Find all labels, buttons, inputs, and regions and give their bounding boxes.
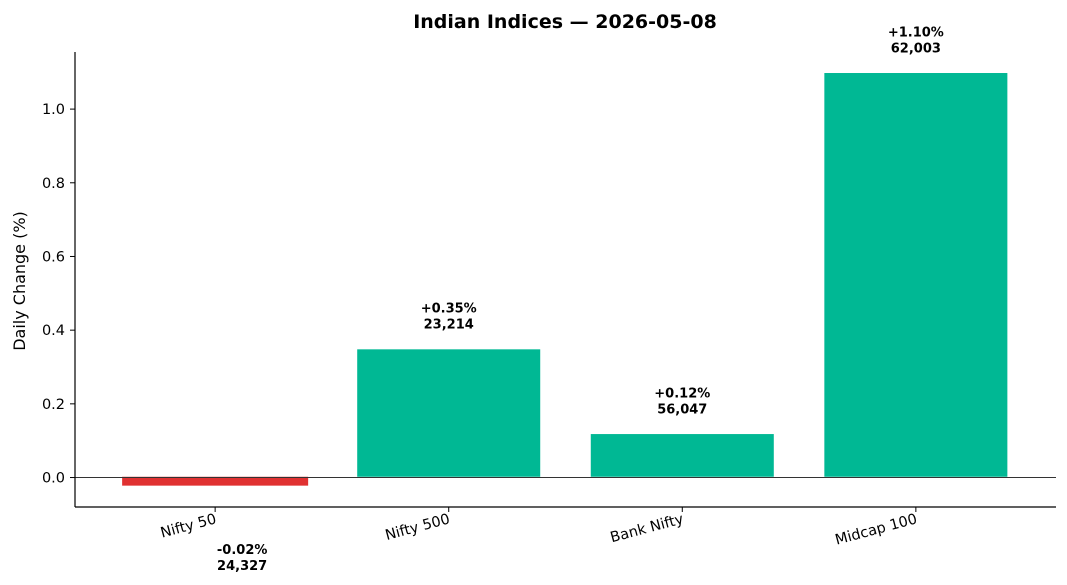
y-tick-label: 1.0 (42, 102, 65, 118)
y-axis-label: Daily Change (%) (10, 211, 29, 351)
data-label-level: 62,003 (891, 41, 941, 56)
bar-nifty-50 (122, 476, 309, 486)
data-label-level: 24,327 (217, 559, 267, 574)
data-label-change: +1.10% (888, 25, 944, 40)
y-tick-label: 0.6 (42, 249, 65, 265)
bar-nifty-500 (355, 347, 542, 479)
data-label-change: -0.02% (217, 543, 268, 558)
bar-bank-nifty (589, 432, 776, 479)
data-label-level: 56,047 (657, 402, 707, 417)
plot-area: 0.0 0.2 0.4 0.6 0.8 1.0 Nifty 50 Nifty 500 Bank … (42, 25, 1056, 574)
data-label-change: +0.35% (421, 302, 477, 317)
x-tick-label: Bank Nifty (609, 511, 686, 546)
x-tick-label: Midcap 100 (834, 511, 919, 548)
y-tick-label: 0.2 (42, 397, 65, 413)
x-tick-label: Nifty 500 (384, 511, 452, 544)
y-tick-label: 0.8 (42, 176, 65, 192)
x-tick-label: Nifty 50 (159, 511, 218, 541)
data-label-change: +0.12% (654, 386, 710, 401)
data-label-level: 23,214 (424, 318, 474, 333)
y-tick-label: 0.4 (42, 323, 65, 339)
y-tick-label: 0.0 (42, 471, 65, 487)
bar-midcap-100 (822, 71, 1009, 479)
chart-title: Indian Indices — 2026-05-08 (413, 11, 717, 33)
